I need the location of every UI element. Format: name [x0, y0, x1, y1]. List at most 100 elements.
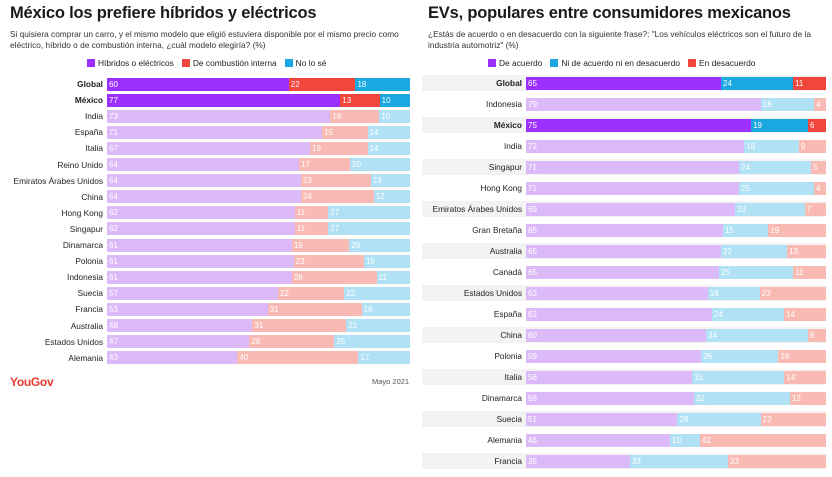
bar-segment: 73 [107, 109, 331, 123]
bar-segment: 48 [107, 319, 253, 332]
bar-segment: 63 [526, 286, 708, 300]
bar-segment: 11 [793, 265, 826, 279]
bar-segment: 15 [322, 125, 368, 139]
category-label: Suecia [496, 414, 522, 424]
bar-segment: 19 [291, 238, 350, 252]
bar-segment: 32 [694, 391, 790, 405]
bar-segment: 17 [358, 351, 410, 365]
bar-segment: 71 [526, 160, 739, 174]
bar-segment: 11 [376, 270, 410, 284]
bar-segment: 43 [107, 351, 238, 365]
bar-segment: 18 [744, 139, 799, 153]
bar-segment: 71 [107, 125, 323, 139]
bar-segment: 23 [759, 286, 826, 300]
bar-segment: 15 [722, 223, 769, 237]
bar-segment: 10 [379, 109, 410, 123]
bar-segment: 27 [328, 206, 410, 220]
bar-segment: 47 [107, 335, 250, 349]
bar-segment: 24 [712, 307, 784, 321]
legend-swatch [688, 59, 697, 67]
stacked-bar: 73 16 10 [107, 109, 410, 123]
bar-segment: 61 [107, 238, 292, 252]
category-label: Estados Unidos [463, 288, 522, 298]
bar-segment: 23 [293, 254, 365, 268]
bar-segment: 25 [334, 335, 410, 349]
bar-segment: 62 [107, 222, 295, 236]
bar-segment: 31 [692, 370, 785, 384]
bar-segment: 20 [350, 158, 410, 171]
legend-item-2: En desacuerdo [688, 58, 755, 68]
category-label: México [74, 95, 103, 106]
category-label: Global [496, 78, 522, 88]
category-label: Australia [70, 320, 103, 331]
category-label: Dinamarca [62, 240, 103, 250]
legend-label: No lo sé [295, 58, 327, 68]
bar-segment: 33 [629, 454, 728, 468]
category-label: India [504, 141, 522, 151]
bar-segment: 28 [677, 412, 761, 426]
stacked-bar: 60 22 18 [107, 77, 410, 91]
bar-segment: 53 [107, 302, 268, 316]
stacked-bar: 62 11 27 [107, 222, 410, 236]
left-chart-legend: Híbridos o eléctricos De combustión inter… [87, 58, 334, 68]
bar-segment: 64 [107, 174, 301, 188]
bar-segment: 60 [526, 328, 706, 342]
legend-label: De acuerdo [499, 58, 543, 68]
category-label: España [493, 309, 522, 319]
bar-segment: 7 [804, 202, 826, 216]
bar-segment: 13 [787, 244, 826, 258]
bar-segment: 34 [706, 328, 808, 342]
legend-label: En desacuerdo [699, 58, 756, 68]
legend-label: De combustión interna [192, 58, 277, 68]
bar-segment: 65 [526, 76, 721, 90]
bar-segment: 9 [798, 139, 826, 153]
stacked-bar: 56 32 12 [526, 391, 826, 405]
category-label: Reino Unido [57, 159, 103, 170]
category-label: Estados Unidos [44, 336, 103, 347]
legend-label: Ni de acuerdo ni en desacuerdo [561, 58, 681, 68]
bar-segment: 25 [739, 181, 814, 195]
bar-segment: 21 [346, 319, 410, 332]
legend-swatch [284, 59, 293, 67]
stacked-bar: 64 24 12 [107, 190, 410, 204]
bar-segment: 19 [751, 118, 808, 132]
bar-segment: 18 [760, 97, 815, 111]
bar-segment: 40 [237, 351, 359, 365]
stacked-bar: 63 18 23 [526, 286, 826, 300]
stacked-bar: 61 28 11 [107, 270, 410, 284]
bar-segment: 11 [793, 76, 826, 90]
category-label: Global [77, 79, 103, 89]
bar-segment: 10 [379, 93, 410, 107]
stacked-bar: 64 17 20 [107, 158, 410, 171]
bar-segment: 60 [107, 77, 289, 91]
bar-segment: 22 [344, 286, 410, 300]
stacked-bar: 65 24 11 [526, 76, 826, 90]
bar-segment: 24 [300, 190, 374, 204]
bar-segment: 27 [328, 222, 410, 236]
bar-segment: 65 [526, 223, 723, 237]
stacked-bar: 75 19 6 [526, 118, 826, 132]
bar-segment: 16 [330, 109, 380, 123]
stacked-bar: 48 31 21 [107, 319, 410, 332]
bar-segment: 12 [790, 391, 826, 405]
legend-item-0: De acuerdo [488, 58, 542, 68]
bar-segment: 6 [808, 328, 826, 342]
stacked-bar: 67 19 14 [107, 141, 410, 155]
stacked-bar: 64 23 13 [107, 174, 410, 188]
category-label: Alemania [68, 352, 103, 363]
bar-segment: 15 [364, 254, 410, 268]
category-label: Hong Kong [61, 207, 103, 218]
stacked-bar: 57 22 22 [107, 286, 410, 300]
category-label: Singapur [488, 162, 522, 172]
bar-segment: 22 [288, 77, 356, 91]
bar-segment: 22 [721, 244, 787, 258]
category-label: Francia [75, 304, 103, 315]
bar-segment: 14 [784, 370, 826, 384]
bar-segment: 17 [299, 158, 350, 171]
bar-segment: 65 [526, 265, 720, 279]
bar-segment: 4 [814, 97, 826, 111]
bar-segment: 14 [367, 125, 410, 139]
bar-segment: 13 [370, 174, 410, 188]
stacked-bar: 65 25 11 [526, 265, 826, 279]
bar-segment: 22 [760, 412, 826, 426]
